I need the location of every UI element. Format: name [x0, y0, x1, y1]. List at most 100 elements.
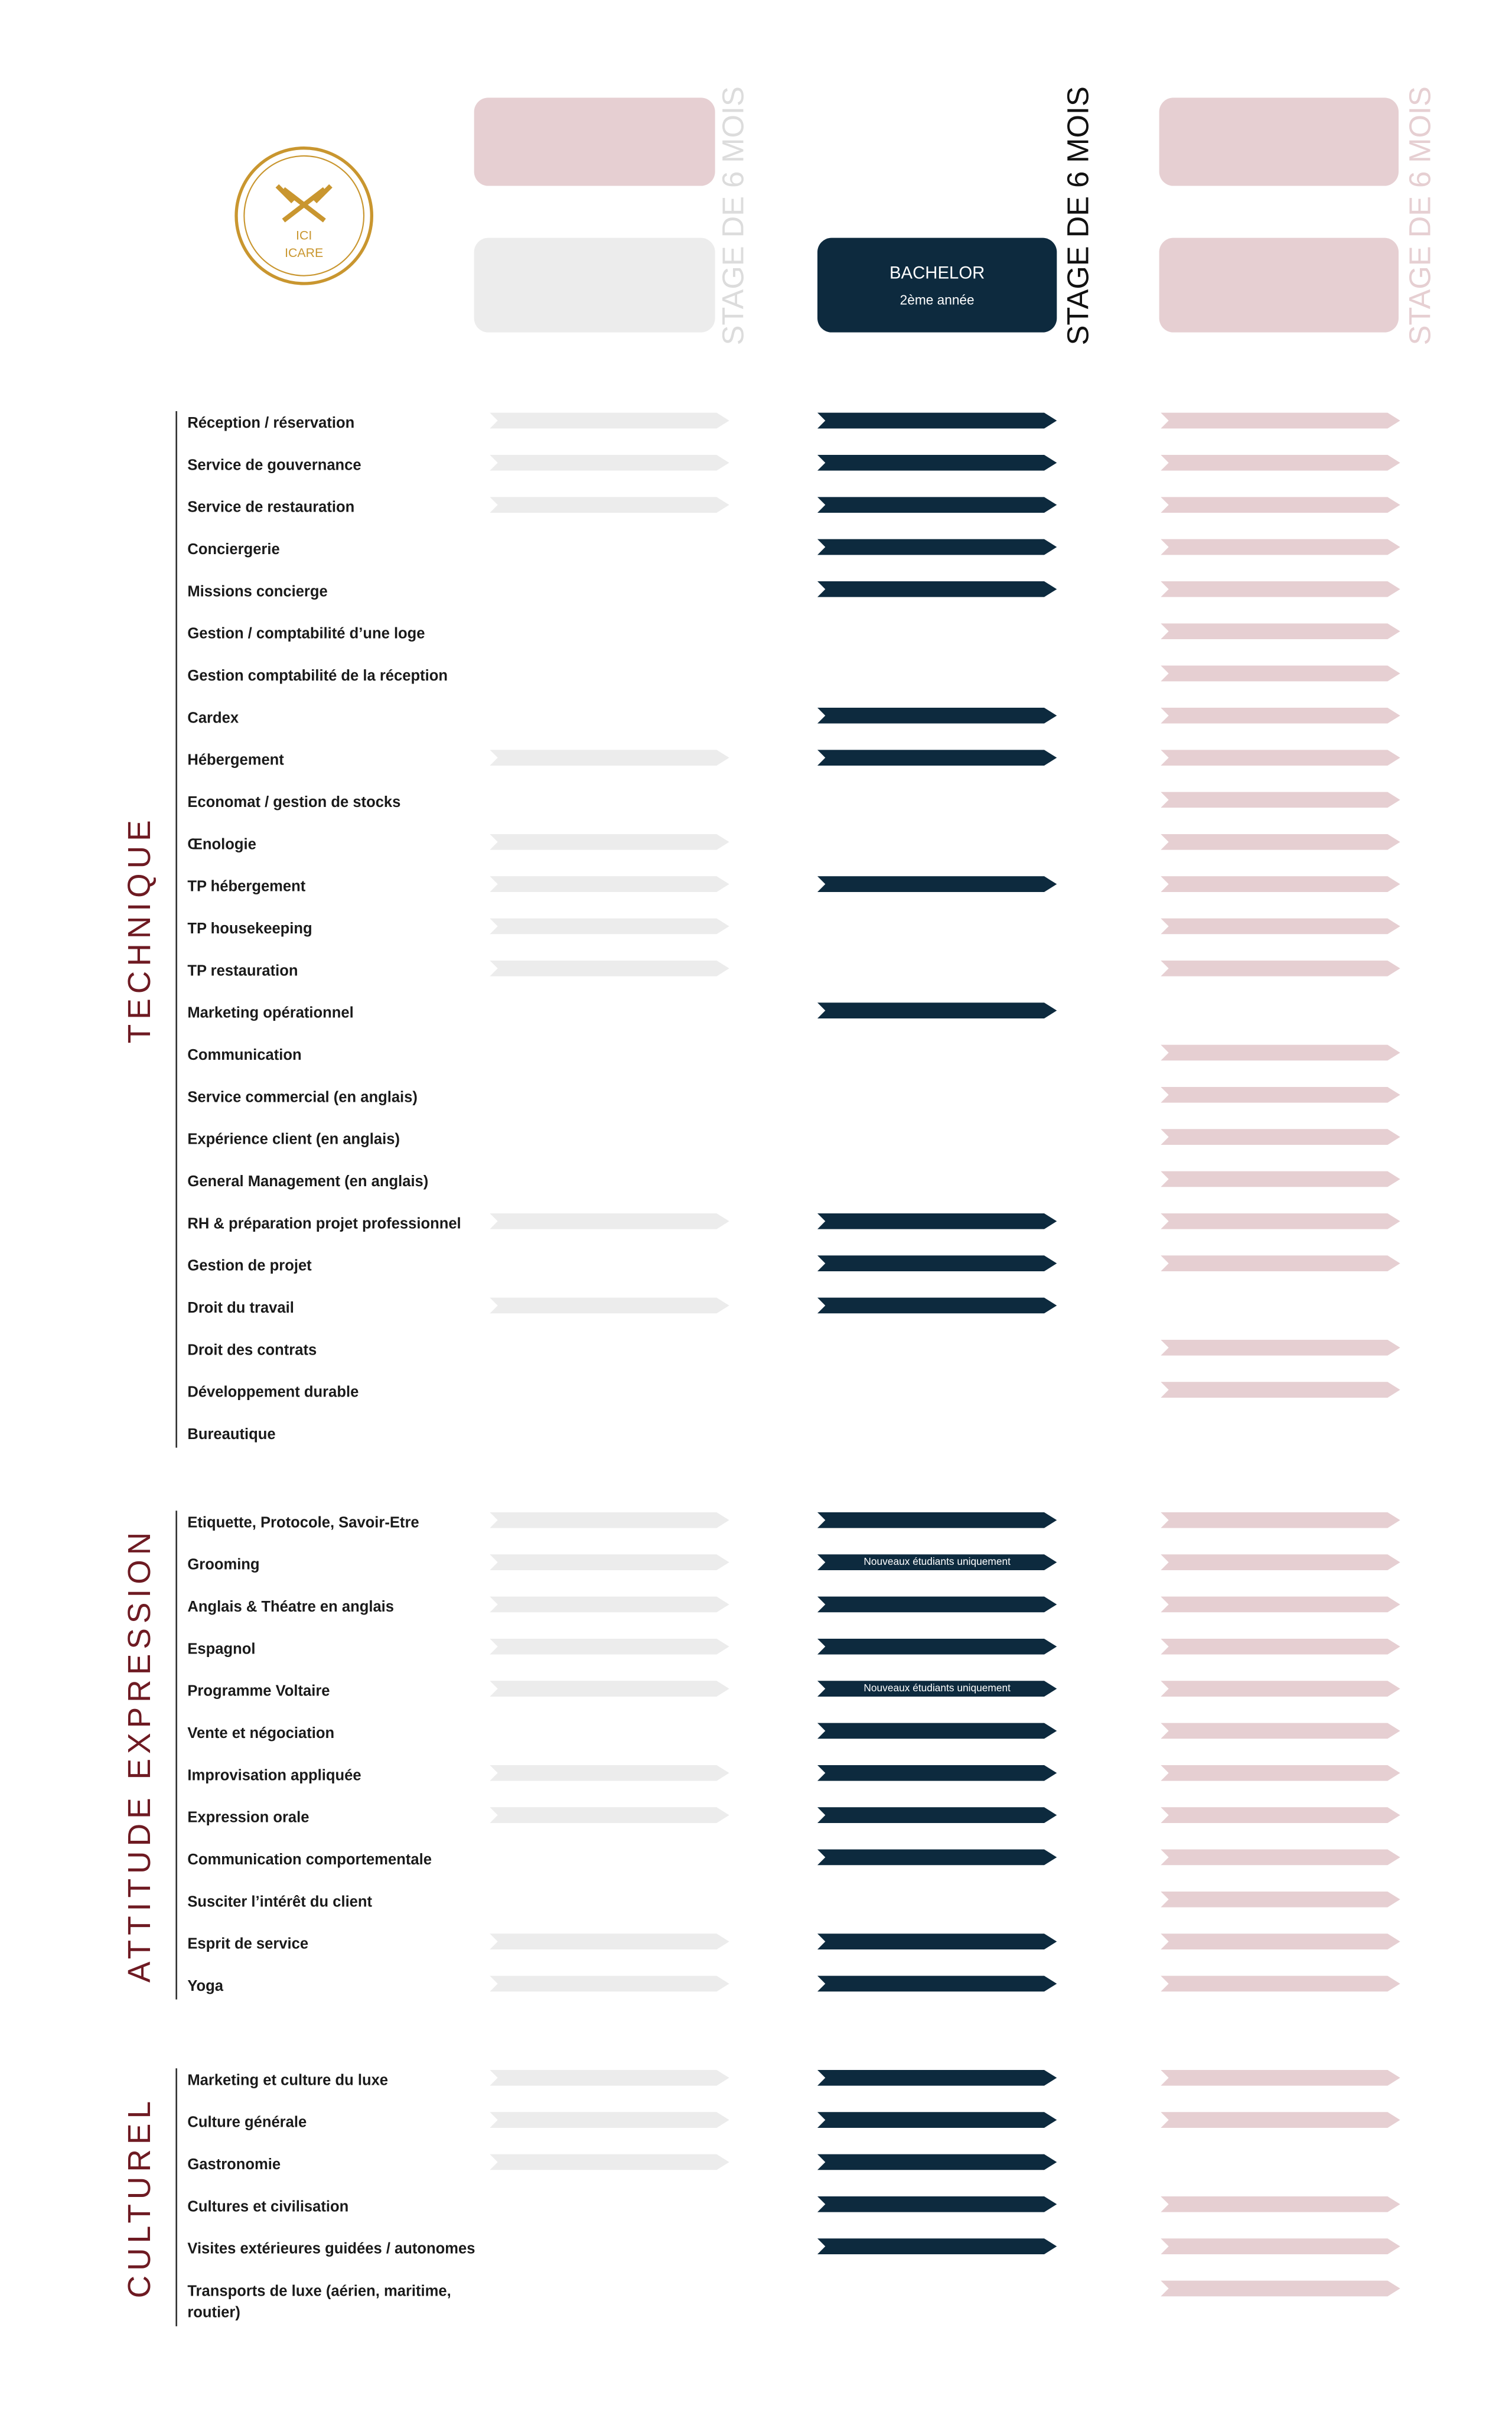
row-label: Marketing opérationnel — [187, 1005, 353, 1021]
course-arrow — [1161, 1975, 1400, 1992]
course-arrow — [817, 1765, 1057, 1781]
course-arrow — [817, 581, 1057, 597]
stage-label: STAGE DE 6 MOIS — [716, 86, 750, 345]
stage-label: STAGE DE 6 MOIS — [1403, 86, 1436, 345]
row-label: Expérience client (en anglais) — [187, 1131, 400, 1148]
row-label: Marketing et culture du luxe — [187, 2072, 388, 2088]
row-label: Vente et négociation — [187, 1725, 334, 1742]
course-arrow — [817, 1807, 1057, 1823]
row-label: Cardex — [187, 709, 239, 726]
row-label: Esprit de service — [187, 1936, 308, 1952]
course-arrow — [490, 2112, 729, 2128]
course-arrow — [817, 1512, 1057, 1528]
row-label: Communication — [187, 1047, 301, 1063]
row-label: Cultures et civilisation — [187, 2198, 348, 2215]
course-arrow — [490, 1765, 729, 1781]
course-arrow — [817, 1638, 1057, 1655]
row-label: TP hébergement — [187, 878, 305, 895]
course-arrow — [817, 1849, 1057, 1866]
course-arrow — [1161, 2238, 1400, 2254]
row-label: Susciter l’intérêt du client — [187, 1893, 372, 1910]
row-label: Gestion de projet — [187, 1258, 312, 1274]
logo-keys — [275, 184, 333, 223]
course-arrow — [817, 876, 1057, 892]
course-arrow — [1161, 539, 1400, 555]
course-arrow — [1161, 1255, 1400, 1271]
row-label: Communication comportementale — [187, 1851, 432, 1868]
course-arrow — [1161, 1765, 1400, 1781]
course-arrow — [1161, 1382, 1400, 1398]
row-label: RH & préparation projet professionnel — [187, 1215, 461, 1232]
course-arrow — [490, 497, 729, 513]
course-arrow — [1161, 750, 1400, 766]
course-arrow — [490, 1297, 729, 1314]
row-label: Visites extérieures guidées / autonomes — [187, 2241, 475, 2257]
course-arrow — [490, 1681, 729, 1697]
course-arrow — [1161, 918, 1400, 935]
course-arrow — [817, 1723, 1057, 1739]
course-arrow — [1161, 834, 1400, 850]
row-label: Service de gouvernance — [187, 457, 361, 473]
logo-text: ICARE — [285, 246, 323, 260]
course-arrow — [817, 2238, 1057, 2254]
course-arrow — [817, 1297, 1057, 1314]
course-arrow — [1161, 1723, 1400, 1739]
section-title: CULTUREL — [122, 2097, 157, 2299]
arrow-note: Nouveaux étudiants uniquement — [863, 1682, 1011, 1694]
course-arrow — [1161, 1807, 1400, 1823]
course-arrow — [1161, 581, 1400, 597]
course-arrow — [1161, 1849, 1400, 1866]
row-label: Droit des contrats — [187, 1342, 317, 1358]
program-box — [1159, 237, 1399, 333]
row-label: Gestion comptabilité de la réception — [187, 668, 448, 684]
course-arrow — [1161, 876, 1400, 892]
course-arrow — [817, 1213, 1057, 1229]
course-arrow — [1161, 1891, 1400, 1908]
course-arrow — [1161, 1086, 1400, 1103]
course-arrow — [490, 1554, 729, 1570]
row-label: Bureautique — [187, 1426, 275, 1443]
row-label: TP restauration — [187, 962, 298, 979]
course-arrow — [1161, 2280, 1400, 2297]
course-arrow — [490, 1807, 729, 1823]
logo-ring — [234, 146, 374, 285]
program-box — [817, 237, 1057, 333]
course-arrow — [1161, 2112, 1400, 2128]
course-arrow — [817, 1975, 1057, 1992]
course-arrow — [490, 834, 729, 850]
course-arrow — [1161, 412, 1400, 429]
course-arrow — [1161, 707, 1400, 724]
row-label: Droit du travail — [187, 1300, 294, 1316]
row-label: Service commercial (en anglais) — [187, 1089, 418, 1105]
course-arrow — [490, 1596, 729, 1613]
course-arrow — [490, 918, 729, 935]
course-arrow — [817, 1596, 1057, 1613]
box-subtitle: 2ème année — [900, 292, 975, 307]
course-arrow — [1161, 454, 1400, 471]
row-label: Gestion / comptabilité d’une loge — [187, 626, 425, 642]
course-arrow — [1161, 1339, 1400, 1356]
course-arrow — [817, 1002, 1057, 1018]
row-label: Gastronomie — [187, 2156, 281, 2173]
row-label: Missions concierge — [187, 583, 327, 600]
course-arrow — [1161, 2196, 1400, 2212]
stage-label: STAGE DE 6 MOIS — [1061, 86, 1095, 345]
course-arrow — [1161, 1512, 1400, 1528]
row-label: Hébergement — [187, 752, 284, 769]
row-label: Anglais & Théatre en anglais — [187, 1599, 394, 1615]
row-label: Développement durable — [187, 1384, 359, 1401]
course-arrow — [1161, 1213, 1400, 1229]
row-label: Expression orale — [187, 1809, 309, 1826]
course-arrow — [817, 497, 1057, 513]
logo-ring — [243, 155, 365, 276]
course-arrow — [490, 1638, 729, 1655]
row-label: Grooming — [187, 1557, 259, 1573]
course-arrow — [817, 707, 1057, 724]
program-box — [474, 237, 715, 333]
course-arrow — [490, 1512, 729, 1528]
course-arrow — [817, 2154, 1057, 2170]
course-arrow — [490, 1975, 729, 1992]
course-arrow — [490, 2154, 729, 2170]
program-box — [1159, 97, 1399, 186]
